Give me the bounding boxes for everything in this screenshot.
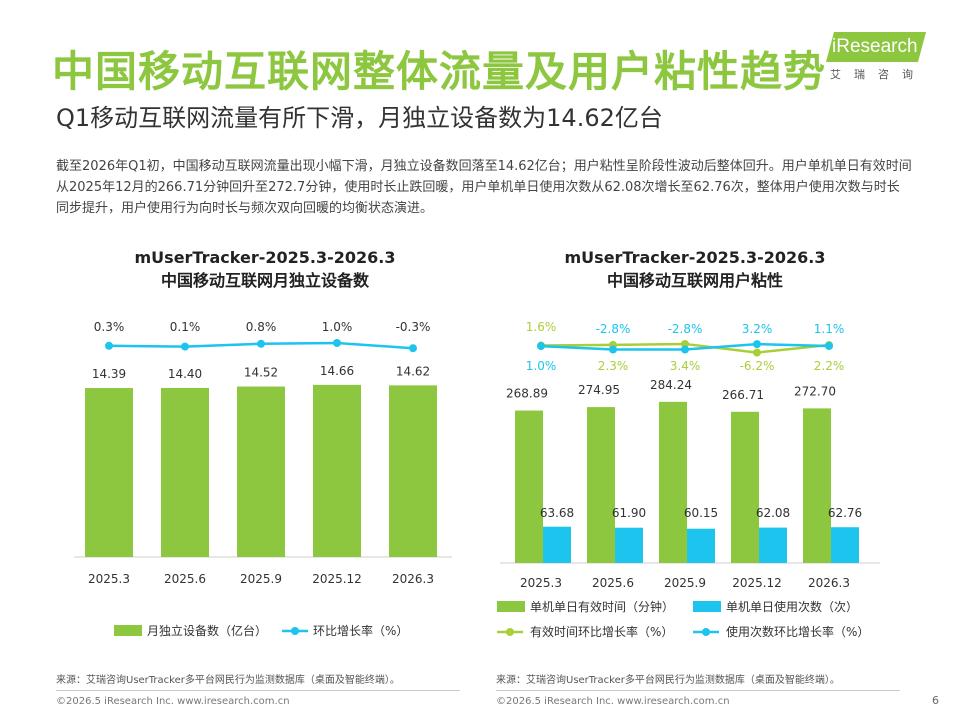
chart2-time-label-2025.3: 268.89 <box>506 387 548 401</box>
chart2-x-tick-2025.12: 2025.12 <box>732 576 782 590</box>
chart1-title: mUserTracker-2025.3-2026.3 中国移动互联网月独立设备数 <box>80 246 450 292</box>
chart2-time-bar-2026.3 <box>803 408 831 563</box>
chart1-growth-point-2025.12 <box>333 339 341 347</box>
chart2-count-growth-point-2025.3 <box>537 342 545 351</box>
chart2-time-label-2025.9: 284.24 <box>650 378 692 392</box>
chart2-time-growth-label-2025.12: -6.2% <box>740 359 775 373</box>
chart2-legend-time-label: 单机单日有效时间（分钟） <box>530 599 674 614</box>
chart1-bar-2025.3 <box>85 388 133 557</box>
chart1-title-line2: 中国移动互联网月独立设备数 <box>160 271 369 290</box>
chart2-legend-time-growth-label: 有效时间环比增长率（%） <box>530 624 673 639</box>
chart1-growth-label-2025.9: 0.8% <box>246 320 277 334</box>
chart1-legend-line-marker <box>291 627 299 635</box>
summary-text: 截至2026年Q1初，中国移动互联网流量出现小幅下滑，月独立设备数回落至14.6… <box>56 159 912 216</box>
chart2-title: mUserTracker-2025.3-2026.3 中国移动互联网用户粘性 <box>510 246 880 292</box>
chart2-count-bar-2025.3 <box>543 526 571 563</box>
chart2-time-growth-point-2025.9 <box>681 339 689 348</box>
chart1-growth-label-2025.6: 0.1% <box>170 320 201 334</box>
page-number: 6 <box>932 694 939 707</box>
chart1-growth-label-2025.3: 0.3% <box>94 320 125 334</box>
chart2-count-label-2025.6: 61.90 <box>612 506 646 520</box>
chart1-bar-2026.3 <box>389 385 437 557</box>
chart1-bar-2025.9 <box>237 386 285 557</box>
page-title: 中国移动互联网整体流量及用户粘性趋势 <box>52 47 827 96</box>
chart1-x-tick-2025.3: 2025.3 <box>88 572 130 586</box>
chart1-title-line1: mUserTracker-2025.3-2026.3 <box>134 248 396 267</box>
chart2-time-growth-label-2025.3: 1.6% <box>526 320 557 334</box>
chart1-source: 来源：艾瑞咨询UserTracker多平台网民行为监测数据库（桌面及智能终端）。 <box>56 675 400 686</box>
chart1-x-tick-2026.3: 2026.3 <box>392 572 434 586</box>
chart2-legend-time-growth-marker <box>506 628 514 636</box>
chart2-time-bar-2025.12 <box>731 411 759 563</box>
chart2-count-label-2026.3: 62.76 <box>828 506 862 520</box>
chart2-count-growth-label-2025.9: -2.8% <box>668 322 703 336</box>
page-subtitle: Q1移动互联网流量有所下滑，月独立设备数为14.62亿台 <box>56 104 663 132</box>
chart2-time-bar-2025.6 <box>587 407 615 563</box>
chart1-growth-point-2025.6 <box>181 342 189 351</box>
chart2-time-bar-2025.9 <box>659 401 687 563</box>
chart2-legend-count-growth-marker <box>702 628 710 636</box>
chart2-count-growth-point-2025.9 <box>681 345 689 354</box>
chart1-legend-bar-label: 月独立设备数（亿台） <box>147 623 267 638</box>
chart1-bar-label-2025.12: 14.66 <box>320 364 354 378</box>
chart2-source: 来源：艾瑞咨询UserTracker多平台网民行为监测数据库（桌面及智能终端）。 <box>496 675 840 686</box>
chart2-count-bar-2026.3 <box>831 527 859 563</box>
footer-divider-right <box>496 690 900 691</box>
chart2-count-growth-label-2025.3: 1.0% <box>526 359 557 373</box>
chart2-count-bar-2025.12 <box>759 527 787 563</box>
chart1-growth-point-2025.3 <box>105 341 113 350</box>
chart1-bar-2025.12 <box>313 384 361 557</box>
chart1-growth-point-2026.3 <box>409 344 417 353</box>
iresearch-logo: iResearch 艾瑞咨询 <box>826 32 930 86</box>
chart1-legend-line-label: 环比增长率（%） <box>313 623 408 638</box>
logo-cn-text: 艾瑞咨询 <box>830 68 926 81</box>
chart2-count-growth-point-2025.6 <box>609 345 617 354</box>
copyright-left: ©2026.5 iResearch Inc. www.iresearch.com… <box>56 696 290 707</box>
chart2-count-growth-point-2026.3 <box>825 342 833 351</box>
chart1-growth-label-2025.12: 1.0% <box>322 320 353 334</box>
chart2-count-growth-label-2026.3: 1.1% <box>814 322 845 336</box>
chart1-x-tick-2025.12: 2025.12 <box>312 572 362 586</box>
chart2-time-growth-label-2025.6: 2.3% <box>598 359 629 373</box>
chart1-bar-label-2025.9: 14.52 <box>244 366 278 380</box>
chart2-time-bar-2025.3 <box>515 410 543 563</box>
chart2-time-growth-label-2025.9: 3.4% <box>670 359 701 373</box>
chart2-count-label-2025.12: 62.08 <box>756 506 790 520</box>
chart2-count-bar-2025.9 <box>687 528 715 563</box>
chart1-x-tick-2025.9: 2025.9 <box>240 572 282 586</box>
chart2-time-label-2025.6: 274.95 <box>578 383 620 397</box>
chart2-legend-count-label: 单机单日使用次数（次） <box>726 599 858 614</box>
footer-divider-left <box>56 690 460 691</box>
chart1-legend-bar-swatch <box>114 625 142 636</box>
chart2-legend-count-swatch <box>693 601 721 612</box>
chart2-legend-time-swatch <box>497 601 525 612</box>
chart2-time-growth-point-2025.12 <box>753 348 761 357</box>
chart1-x-tick-2025.6: 2025.6 <box>164 572 206 586</box>
chart2-x-tick-2025.3: 2025.3 <box>520 576 562 590</box>
chart2-time-growth-label-2026.3: 2.2% <box>814 359 845 373</box>
chart2-legend-count-growth-label: 使用次数环比增长率（%） <box>726 624 869 639</box>
chart1-growth-point-2025.9 <box>257 339 265 348</box>
chart2-count-bar-2025.6 <box>615 527 643 563</box>
chart1-bar-label-2025.6: 14.40 <box>168 367 202 381</box>
chart2-count-growth-label-2025.12: 3.2% <box>742 322 773 336</box>
chart2-count-label-2025.9: 60.15 <box>684 506 718 520</box>
chart2-title-line1: mUserTracker-2025.3-2026.3 <box>564 248 826 267</box>
chart1-growth-label-2026.3: -0.3% <box>396 320 431 334</box>
chart2-time-label-2026.3: 272.70 <box>794 384 836 398</box>
copyright-right: ©2026.5 iResearch Inc. www.iresearch.com… <box>496 696 730 707</box>
chart2-count-growth-point-2025.12 <box>753 340 761 349</box>
chart2-x-tick-2026.3: 2026.3 <box>808 576 850 590</box>
chart2-count-label-2025.3: 63.68 <box>540 506 574 520</box>
chart2-count-growth-label-2025.6: -2.8% <box>596 322 631 336</box>
chart2-x-tick-2025.6: 2025.6 <box>592 576 634 590</box>
chart1-bar-label-2025.3: 14.39 <box>92 367 126 381</box>
chart1-bar-2025.6 <box>161 387 209 557</box>
chart2-time-label-2025.12: 266.71 <box>722 388 764 402</box>
chart2-x-tick-2025.9: 2025.9 <box>664 576 706 590</box>
chart1-bar-label-2026.3: 14.62 <box>396 364 430 378</box>
logo-text: iResearch <box>826 32 926 62</box>
chart2-title-line2: 中国移动互联网用户粘性 <box>606 271 783 290</box>
